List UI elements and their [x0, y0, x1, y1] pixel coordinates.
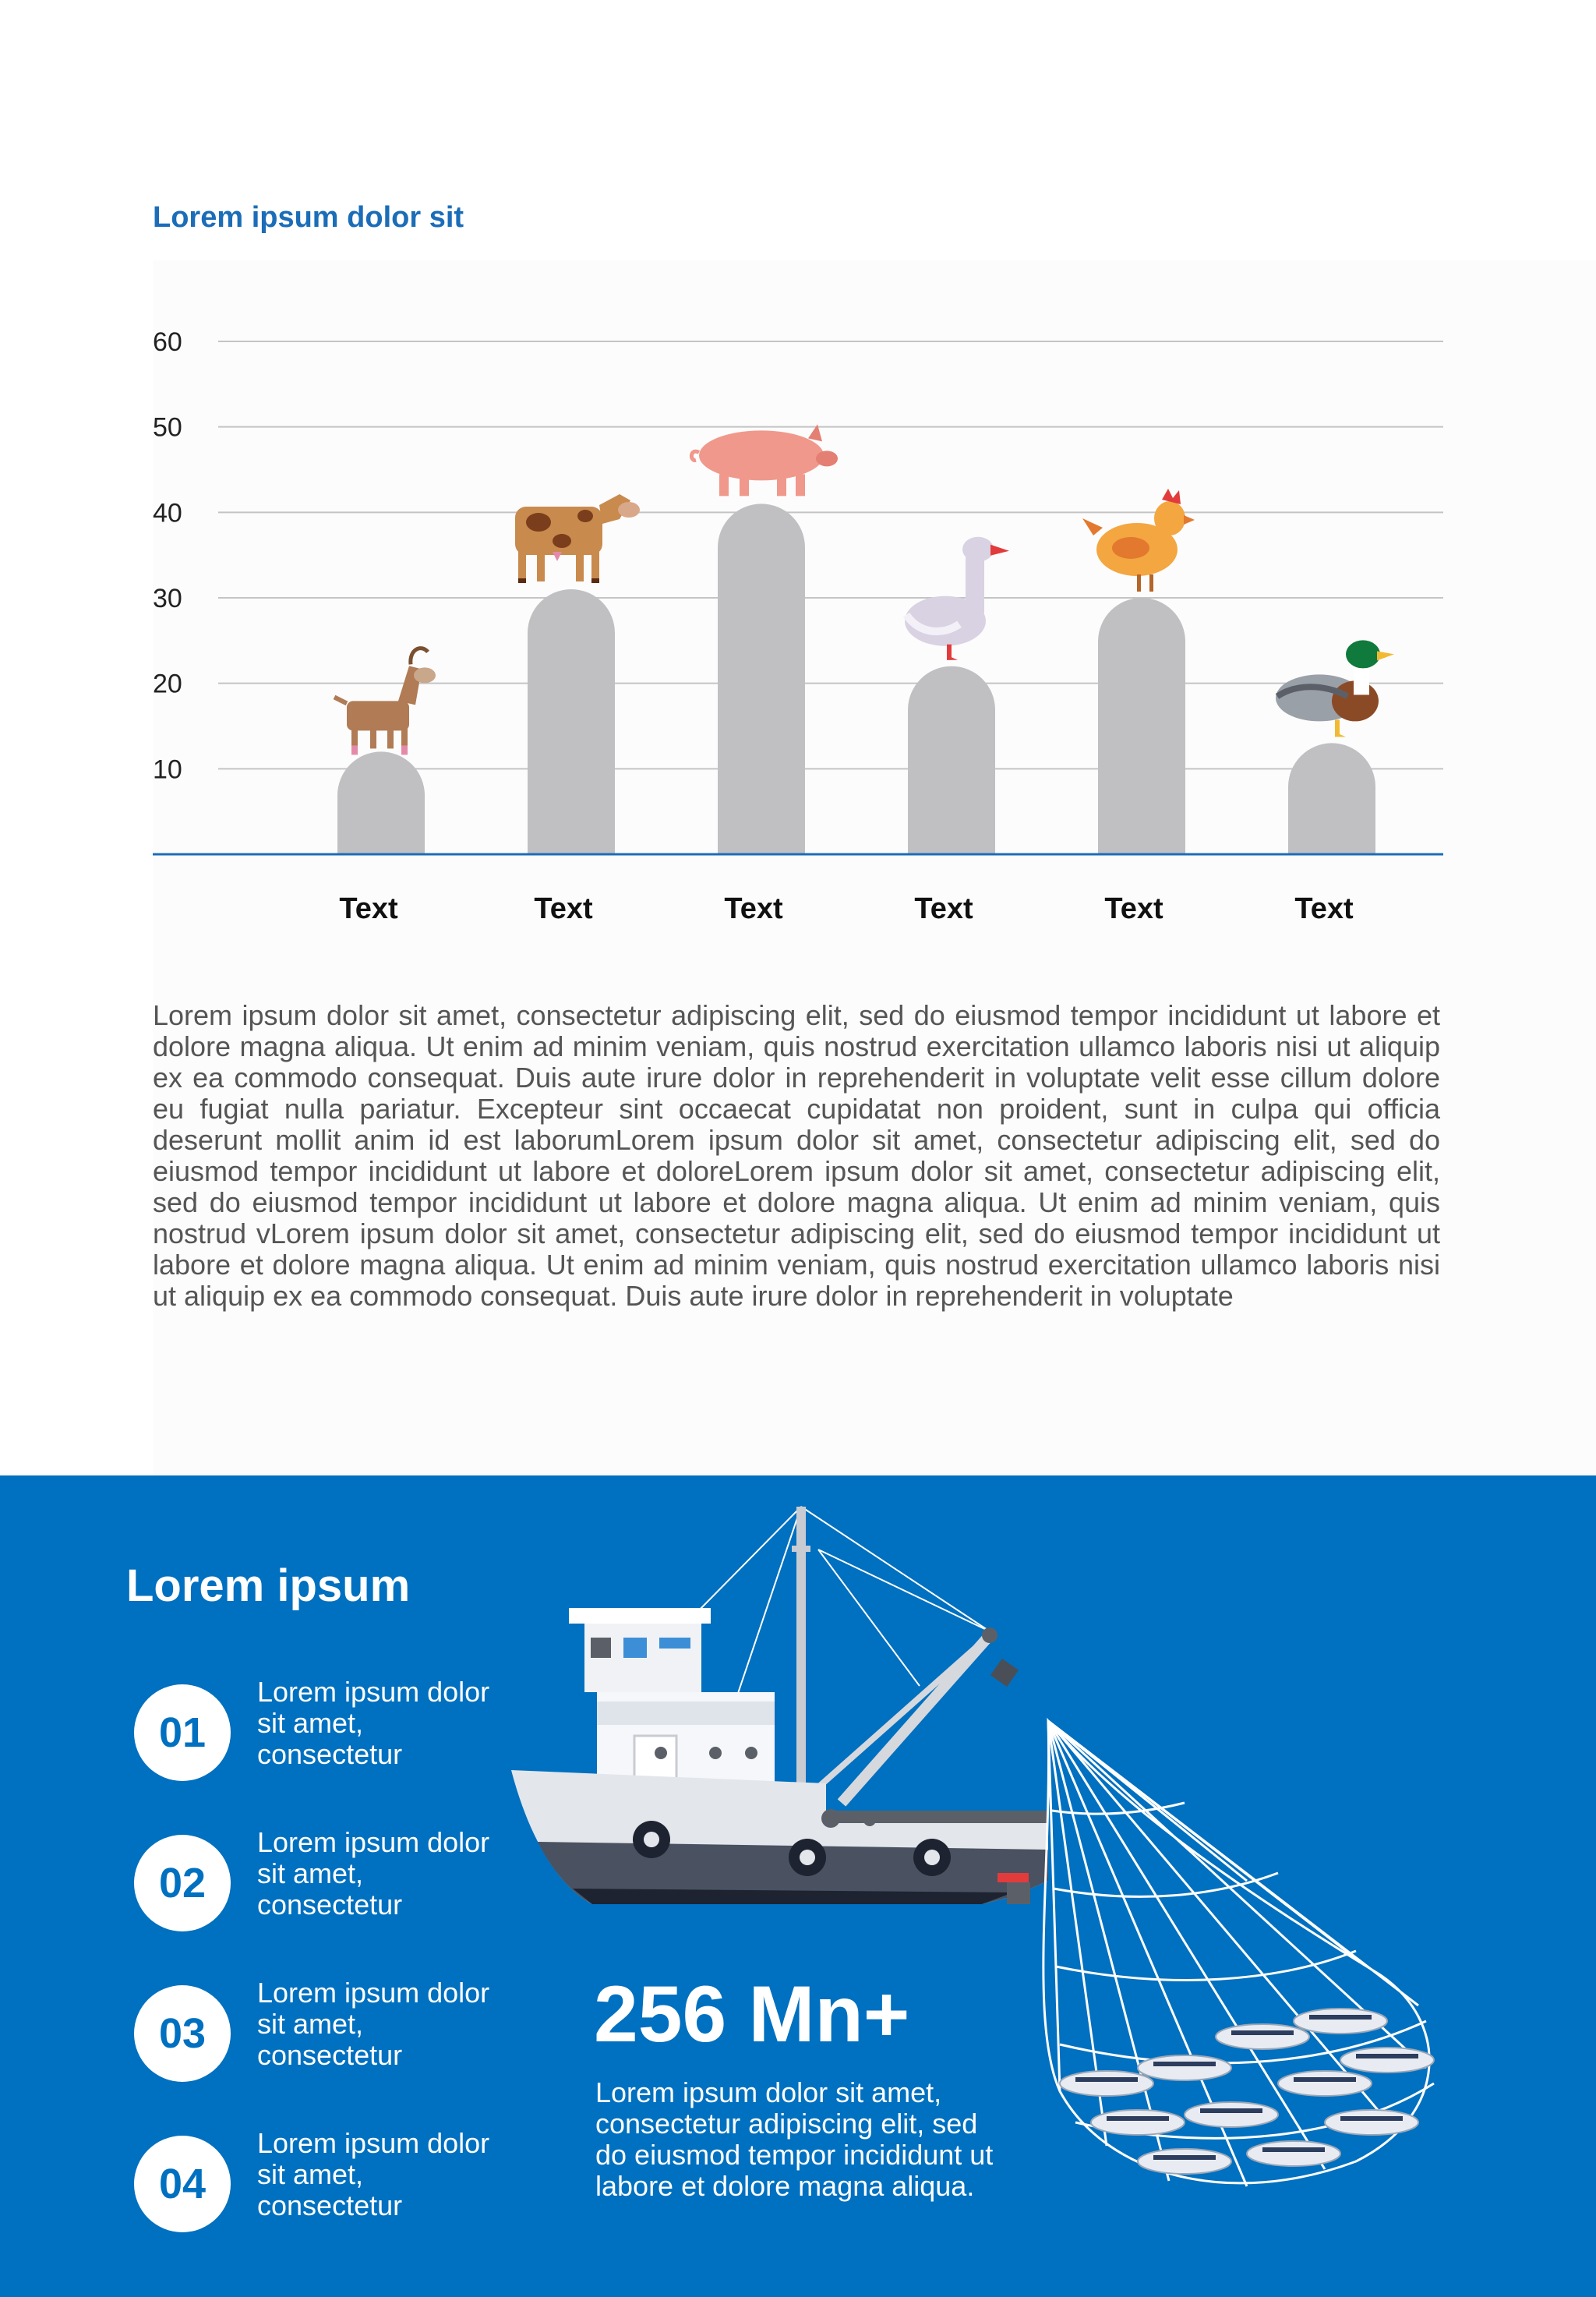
- step-number-badge: 01: [134, 1684, 231, 1781]
- step-number-badge: 04: [134, 2136, 231, 2232]
- section-title: Lorem ipsum: [126, 1560, 411, 1611]
- duck-icon: [1275, 640, 1394, 737]
- fish-school-icon: [1059, 2008, 1435, 2175]
- chart-title: Lorem ipsum dolor sit: [153, 201, 464, 234]
- body-paragraph: Lorem ipsum dolor sit amet, consectetur …: [153, 999, 1440, 1312]
- fisheries-section: Lorem ipsum 01 Lorem ipsum dolor sit ame…: [0, 1475, 1596, 2297]
- y-tick-label: 40: [153, 498, 182, 528]
- step-item-02: 02 Lorem ipsum dolor sit amet, consectet…: [134, 1827, 524, 1936]
- x-tick-label: Text: [724, 892, 783, 925]
- y-tick-label: 20: [153, 670, 182, 699]
- step-text: Lorem ipsum dolor sit amet, consectetur: [257, 1977, 490, 2071]
- chicken-icon: [1082, 489, 1195, 592]
- bar-chart: 10 20 30 40 50 60 Text Text Text Text Text Text: [153, 327, 1443, 925]
- stat-description: Lorem ipsum dolor sit amet, consectetur …: [595, 2076, 994, 2202]
- bar: [337, 751, 425, 854]
- y-tick-label: 10: [153, 754, 182, 784]
- goat-icon: [333, 646, 436, 755]
- y-tick-label: 50: [153, 413, 182, 443]
- step-item-01: 01 Lorem ipsum dolor sit amet, consectet…: [134, 1677, 524, 1786]
- x-tick-label: Text: [534, 892, 593, 925]
- x-tick-label: Text: [339, 892, 398, 925]
- bar: [718, 504, 805, 854]
- stat-value: 256 Mn+: [594, 1970, 910, 2058]
- goose-icon: [902, 536, 1009, 660]
- pig-icon: [690, 424, 838, 497]
- step-item-03: 03 Lorem ipsum dolor sit amet, consectet…: [134, 1977, 524, 2087]
- step-text: Lorem ipsum dolor sit amet, consectetur: [257, 2127, 490, 2221]
- x-tick-label: Text: [914, 892, 973, 925]
- mast: [796, 1507, 806, 1857]
- x-tick-label: Text: [1104, 892, 1163, 925]
- step-text: Lorem ipsum dolor sit amet, consectetur: [257, 1826, 490, 1921]
- bar: [528, 589, 615, 854]
- chart-panel: [153, 260, 1596, 1475]
- step-item-04: 04 Lorem ipsum dolor sit amet, consectet…: [134, 2128, 524, 2237]
- x-tick-label: Text: [1294, 892, 1354, 925]
- y-tick-label: 30: [153, 584, 182, 613]
- step-number-badge: 03: [134, 1985, 231, 2082]
- bar: [1288, 743, 1375, 854]
- bar: [1098, 598, 1185, 854]
- bar: [908, 666, 995, 854]
- step-text: Lorem ipsum dolor sit amet, consectetur: [257, 1676, 490, 1770]
- y-tick-label: 60: [153, 327, 182, 357]
- fishing-boat-illustration: [511, 1506, 1435, 2187]
- cow-icon: [515, 494, 640, 584]
- step-number-badge: 02: [134, 1835, 231, 1931]
